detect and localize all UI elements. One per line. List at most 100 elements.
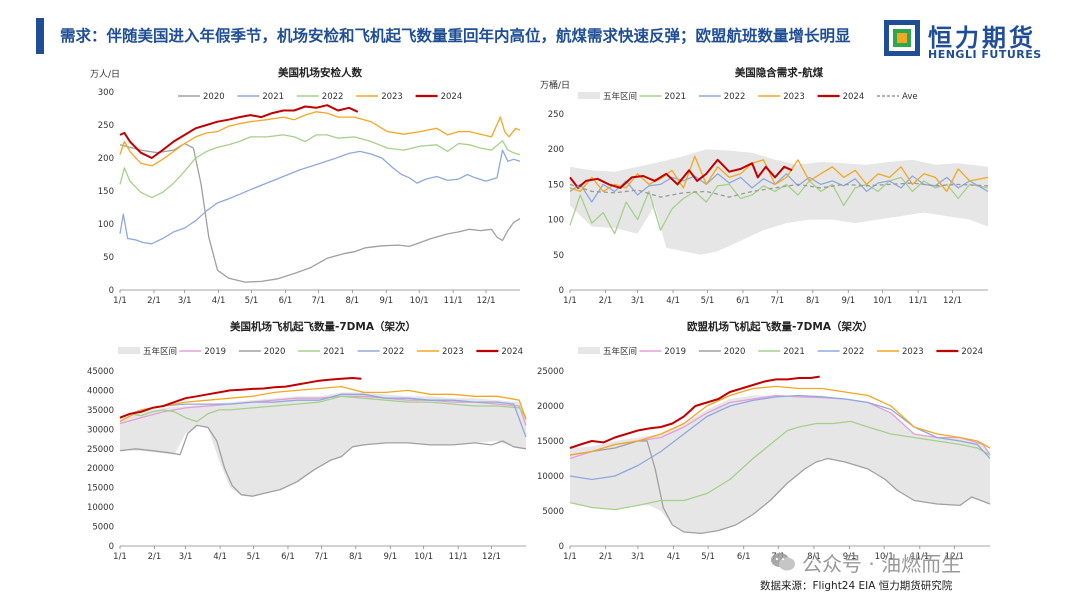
x-tick-label: 9/1 xyxy=(379,296,393,306)
y-tick-label: 40000 xyxy=(87,386,114,396)
x-tick-label: 4/1 xyxy=(666,296,680,306)
y-tick-label: 25000 xyxy=(537,367,564,377)
series-line-2020 xyxy=(119,424,527,497)
legend-label: 2022 xyxy=(843,347,865,357)
x-tick-label: 2/1 xyxy=(148,552,162,562)
x-tick-label: 9/1 xyxy=(841,296,855,306)
x-tick-label: 6/1 xyxy=(281,552,295,562)
y-tick-label: 150 xyxy=(98,187,114,197)
series-line-2024 xyxy=(569,158,793,189)
band-jet xyxy=(570,149,988,255)
legend-label: 2020 xyxy=(724,347,746,357)
x-tick-label: 6/1 xyxy=(737,552,751,562)
x-tick-label: 7/1 xyxy=(770,296,784,306)
legend-label: 五年区间 xyxy=(143,346,177,357)
x-tick-label: 3/1 xyxy=(631,296,645,306)
logo-mark-icon xyxy=(884,20,920,56)
x-tick-label: 9/1 xyxy=(383,552,397,562)
series-line-2024 xyxy=(569,375,820,449)
header-accent-bar xyxy=(36,18,44,54)
y-tick-label: 15000 xyxy=(537,437,564,447)
legend-label: 五年区间 xyxy=(603,346,637,357)
x-tick-label: 7/1 xyxy=(312,296,326,306)
series-line-2023 xyxy=(569,155,989,193)
axis-unit: 万人/日 xyxy=(90,69,120,80)
x-tick-label: 1/1 xyxy=(113,296,127,306)
y-tick-label: 10000 xyxy=(537,472,564,482)
legend-label: 2023 xyxy=(902,347,924,357)
chart-title: 美国隐含需求-航煤 xyxy=(735,66,824,79)
x-tick-label: 11/1 xyxy=(909,296,928,306)
x-tick-label: 7/1 xyxy=(314,552,328,562)
y-tick-label: 50 xyxy=(553,251,564,261)
series-line-2022 xyxy=(569,394,991,481)
y-tick-label: 150 xyxy=(548,180,564,190)
legend-swatch xyxy=(578,92,600,99)
band-euflights xyxy=(570,395,990,534)
x-tick-label: 10/1 xyxy=(873,296,892,306)
x-tick-label: 12/1 xyxy=(476,296,495,306)
legend-label: 2021 xyxy=(323,347,345,357)
x-tick-label: 10/1 xyxy=(414,552,433,562)
legend-label: 2023 xyxy=(381,92,403,102)
logo-name-cn: 恒力期货 xyxy=(928,24,1036,52)
x-tick-label: 5/1 xyxy=(701,296,715,306)
x-tick-label: 9/1 xyxy=(843,552,857,562)
axis-unit: 万桶/日 xyxy=(540,79,570,91)
series-line-2023 xyxy=(569,385,991,456)
y-tick-label: 20000 xyxy=(87,464,114,474)
y-tick-label: 100 xyxy=(98,220,114,230)
legend-label: 2023 xyxy=(783,92,805,102)
x-tick-label: 8/1 xyxy=(349,552,363,562)
y-tick-label: 20000 xyxy=(537,402,564,412)
x-tick-label: 5/1 xyxy=(701,552,715,562)
chart-title: 美国机场飞机起飞数量-7DMA（架次） xyxy=(230,320,416,333)
legend-swatch xyxy=(118,347,140,354)
band-usflights xyxy=(120,392,526,497)
legend-label: 2021 xyxy=(262,92,284,102)
x-tick-label: 11/1 xyxy=(910,552,929,562)
y-tick-label: 200 xyxy=(98,154,114,164)
y-tick-label: 50 xyxy=(103,253,114,263)
x-tick-label: 8/1 xyxy=(807,552,821,562)
data-source: 数据来源：Flight24 EIA 恒力期货研究院 xyxy=(760,580,953,592)
legend-label: 2024 xyxy=(501,347,523,357)
y-tick-label: 200 xyxy=(548,145,564,155)
page-title: 需求：伴随美国进入年假季节，机场安检和飞机起飞数量重回年内高位，航煤需求快速反弹… xyxy=(60,27,851,45)
y-tick-label: 25000 xyxy=(87,445,114,455)
legend-label: 2023 xyxy=(442,347,464,357)
series-line-2020 xyxy=(119,142,521,283)
chart-title: 美国机场安检人数 xyxy=(278,66,362,79)
series-line-2021 xyxy=(569,176,989,235)
x-tick-label: 5/1 xyxy=(247,552,261,562)
x-tick-label: 1/1 xyxy=(563,552,577,562)
series-line-2022 xyxy=(119,134,521,199)
legend-label: 2019 xyxy=(664,347,686,357)
x-tick-label: 6/1 xyxy=(279,296,293,306)
x-tick-label: 10/1 xyxy=(410,296,429,306)
series-line-2021 xyxy=(119,395,527,423)
y-tick-label: 100 xyxy=(548,216,564,226)
x-tick-label: 2/1 xyxy=(147,296,161,306)
series-line-2024 xyxy=(119,104,359,159)
y-tick-label: 0 xyxy=(109,286,114,296)
series-line-2024 xyxy=(119,377,362,419)
legend-label: 2020 xyxy=(264,347,286,357)
y-tick-label: 0 xyxy=(559,542,564,552)
x-tick-label: 12/1 xyxy=(945,552,964,562)
x-tick-label: 10/1 xyxy=(875,552,894,562)
x-tick-label: 2/1 xyxy=(599,296,613,306)
y-tick-label: 0 xyxy=(109,542,114,552)
x-tick-label: 6/1 xyxy=(736,296,750,306)
legend-label: 2024 xyxy=(843,92,865,102)
legend-label: Ave xyxy=(902,92,918,102)
legend-label: 五年区间 xyxy=(603,91,637,102)
x-tick-label: 1/1 xyxy=(563,296,577,306)
logo-name-en: HENGLI FUTURES xyxy=(928,48,1042,61)
y-tick-label: 250 xyxy=(548,110,564,120)
series-line-2023 xyxy=(119,111,521,167)
series-line-2021 xyxy=(119,149,521,245)
x-tick-label: 3/1 xyxy=(631,552,645,562)
series-line-2023 xyxy=(119,385,527,423)
